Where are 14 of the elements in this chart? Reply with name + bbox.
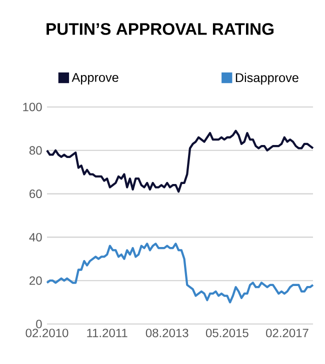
chart-title: PUTIN’S APPROVAL RATING [46,23,274,35]
x-tick-label: 05.2015 [206,328,248,338]
y-tick-label: 40 [29,232,42,242]
x-tick-label: 02.2017 [266,328,308,338]
y-tick-label: 80 [29,146,42,155]
x-tick-label: 02.2010 [26,328,68,338]
legend-label: Disapprove [236,72,298,85]
legend-label: Approve [72,73,118,84]
y-tick-label: 100 [23,102,42,112]
y-tick-label: 60 [30,190,42,198]
x-tick-label: 08.2013 [146,328,188,338]
x-tick-label: 11.2011 [87,328,128,338]
y-tick-label: 20 [30,276,42,285]
y-tick-label: 0 [36,320,42,328]
